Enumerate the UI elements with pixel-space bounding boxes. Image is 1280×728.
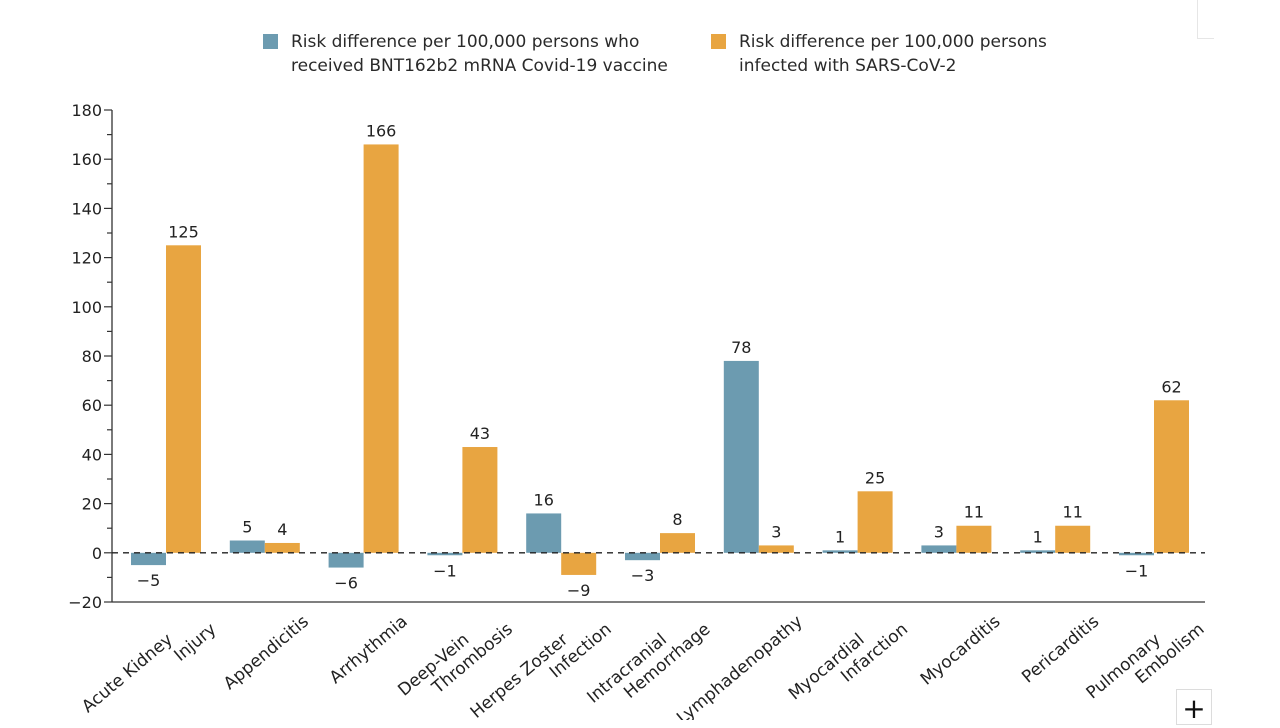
legend-swatch-infection <box>711 34 726 49</box>
y-tick-label: −20 <box>68 593 102 612</box>
legend-entry-infection: Risk difference per 100,000 persons infe… <box>711 30 1159 78</box>
bar-vaccine <box>921 545 957 553</box>
data-label-vaccine: 5 <box>242 518 252 537</box>
legend-label-vaccine-line2: received BNT162b2 mRNA Covid-19 vaccine <box>291 56 668 76</box>
bar-infection <box>363 144 399 553</box>
x-category-label: Arrhythmia <box>326 612 412 688</box>
data-label-infection: 11 <box>964 503 984 522</box>
data-label-infection: 166 <box>366 121 397 140</box>
y-tick-label: 0 <box>92 544 102 563</box>
y-tick-label: 120 <box>71 249 102 268</box>
y-tick-label: 140 <box>71 199 102 218</box>
x-category-label: MyocardialInfarction <box>785 604 912 720</box>
bar-vaccine <box>625 552 660 561</box>
bar-vaccine <box>427 552 463 556</box>
legend-swatch-vaccine <box>263 34 278 49</box>
bar-vaccine <box>822 550 858 553</box>
bar-vaccine <box>328 552 364 568</box>
y-tick-label: 20 <box>82 495 102 514</box>
bar-infection <box>956 525 992 553</box>
legend-label-infection-line1: Risk difference per 100,000 persons <box>739 32 1047 52</box>
bar-infection <box>1154 400 1189 553</box>
bar-vaccine <box>1119 552 1154 556</box>
y-tick-label: 60 <box>82 396 102 415</box>
bar-vaccine <box>1020 550 1056 553</box>
bar-infection <box>462 447 498 553</box>
data-label-infection: 62 <box>1161 377 1181 396</box>
data-label-infection: 4 <box>277 520 287 539</box>
x-category-label: Acute KidneyInjury <box>78 604 220 720</box>
legend-entry-vaccine: Risk difference per 100,000 persons who … <box>263 30 711 78</box>
panel-edge <box>1197 0 1214 39</box>
data-label-infection: 125 <box>168 222 199 241</box>
y-tick-label: 40 <box>82 445 102 464</box>
data-label-infection: 8 <box>672 510 682 529</box>
data-label-infection: −9 <box>567 581 591 600</box>
y-tick-label: 100 <box>71 298 102 317</box>
data-label-infection: 3 <box>771 522 781 541</box>
data-label-vaccine: −1 <box>1125 561 1149 580</box>
x-category-label: Pericarditis <box>1018 612 1103 688</box>
bar-infection <box>166 245 201 553</box>
data-label-vaccine: −5 <box>137 571 161 590</box>
bar-infection <box>857 491 893 553</box>
zoom-in-button[interactable]: + <box>1176 689 1212 725</box>
bar-infection <box>561 552 597 575</box>
bar-infection <box>660 533 695 553</box>
data-label-vaccine: 3 <box>934 522 944 541</box>
bar-vaccine <box>229 540 265 553</box>
bar-infection <box>264 542 300 553</box>
bar-vaccine <box>526 513 562 553</box>
data-label-vaccine: 1 <box>1033 527 1043 546</box>
x-category-label: Appendicitis <box>220 612 313 694</box>
data-label-infection: 11 <box>1063 503 1083 522</box>
y-tick-label: 180 <box>71 101 102 120</box>
x-category-label: Myocarditis <box>917 612 1005 690</box>
data-label-vaccine: −3 <box>631 566 655 585</box>
data-label-vaccine: −6 <box>334 574 358 593</box>
data-label-vaccine: 1 <box>835 527 845 546</box>
data-label-infection: 25 <box>865 468 885 487</box>
bar-infection <box>758 545 794 553</box>
data-label-vaccine: −1 <box>433 561 457 580</box>
data-label-vaccine: 78 <box>731 338 751 357</box>
y-tick-label: 160 <box>71 150 102 169</box>
data-label-infection: 43 <box>470 424 490 443</box>
legend-label-infection-line2: infected with SARS-CoV-2 <box>739 56 957 76</box>
bar-vaccine <box>131 552 166 566</box>
data-label-vaccine: 16 <box>534 490 554 509</box>
y-tick-label: 80 <box>82 347 102 366</box>
bar-infection <box>1055 525 1091 553</box>
legend-label-vaccine-line1: Risk difference per 100,000 persons who <box>291 32 640 52</box>
bar-vaccine <box>723 360 759 553</box>
